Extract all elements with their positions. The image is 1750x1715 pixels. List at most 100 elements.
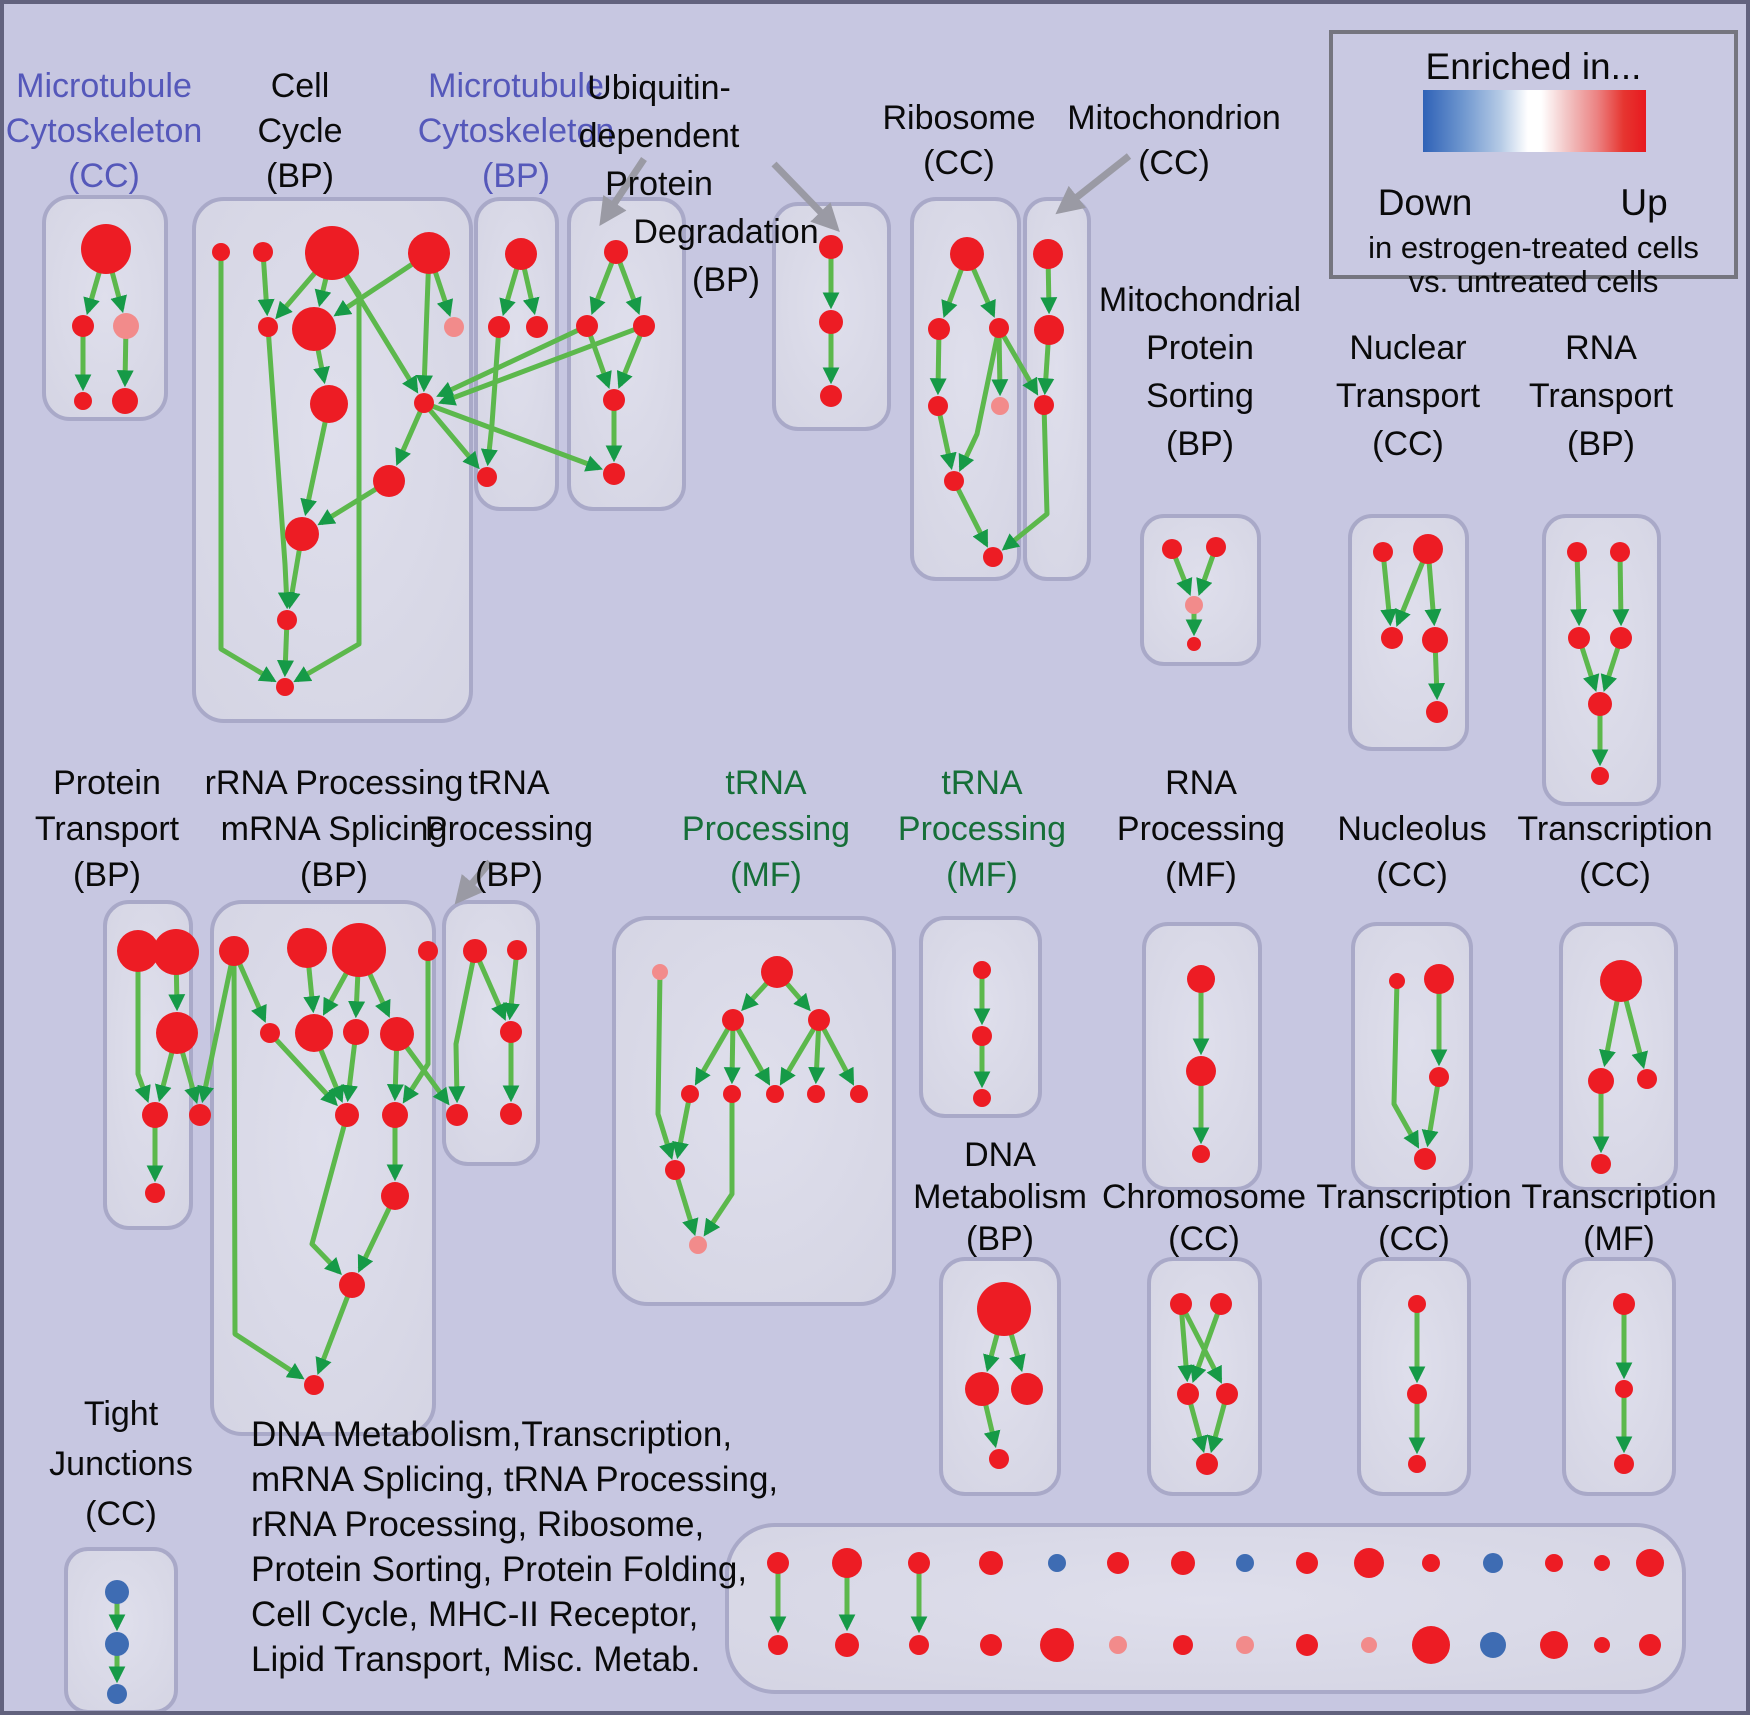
go-term-node <box>1591 1154 1611 1174</box>
go-term-node <box>373 465 405 497</box>
go-term-node <box>105 1580 129 1604</box>
go-term-node <box>928 396 948 416</box>
label-line: (BP) <box>300 856 368 894</box>
go-term-node <box>1422 1554 1440 1572</box>
misc-cluster-note: DNA Metabolism,Transcription, mRNA Splici… <box>251 1412 778 1682</box>
legend-title: Enriched in... <box>1425 46 1642 87</box>
go-term-node <box>463 939 487 963</box>
go-term-node <box>258 317 278 337</box>
go-term-node <box>117 930 159 972</box>
go-term-node <box>107 1684 127 1704</box>
relation-edge <box>422 401 480 470</box>
label-line: (CC) <box>1579 856 1651 894</box>
box-transcription-cc-mid <box>1559 922 1678 1191</box>
label-mitochondrion-cc: Mitochondrion (CC) <box>1067 96 1281 186</box>
label-line: Protein <box>1146 329 1254 367</box>
relation-edge <box>436 323 589 398</box>
label-line: tRNA <box>725 764 807 802</box>
go-term-node <box>343 1019 369 1045</box>
relation-edge <box>1391 980 1420 1149</box>
go-term-node <box>1162 539 1182 559</box>
label-line: Nuclear <box>1349 329 1467 367</box>
go-term-node <box>287 928 327 968</box>
go-term-node <box>1613 1293 1635 1315</box>
box-ribosome <box>910 197 1021 581</box>
label-line: (MF) <box>946 856 1018 894</box>
go-term-node <box>1545 1554 1563 1572</box>
box-protein-transport <box>103 900 193 1230</box>
go-term-node <box>1171 1551 1195 1575</box>
label-line: (BP) <box>966 1220 1034 1258</box>
go-term-node <box>1412 1626 1450 1664</box>
label-mitochondrial-protein-sorting-bp: Mitochondrial Protein Sorting (BP) <box>1099 276 1301 468</box>
go-term-node <box>973 1089 991 1107</box>
go-term-node <box>819 310 843 334</box>
relation-edge <box>134 951 151 1103</box>
label-line: Transcription <box>1521 1178 1717 1216</box>
go-term-node <box>989 1449 1009 1469</box>
label-line: Protein <box>53 764 161 802</box>
label-line: tRNA <box>941 764 1023 802</box>
go-term-node <box>767 1552 789 1574</box>
relation-edge <box>655 971 676 1161</box>
relation-edge <box>502 949 520 1021</box>
go-term-node <box>332 923 386 977</box>
go-term-node <box>1424 964 1454 994</box>
go-term-node <box>1615 1380 1633 1398</box>
label-rna-transport-bp: RNA Transport (BP) <box>1529 324 1673 468</box>
label-line: Chromosome <box>1101 1178 1307 1216</box>
go-term-node <box>81 224 131 274</box>
go-term-node <box>189 1104 211 1126</box>
go-term-node <box>1034 395 1054 415</box>
go-term-node <box>1591 767 1609 785</box>
go-term-node <box>1639 1634 1661 1656</box>
label-line: Junctions <box>49 1445 193 1483</box>
label-line: (BP) <box>1566 425 1635 463</box>
go-term-node <box>310 385 348 423</box>
label-line: Protein <box>605 165 713 203</box>
go-term-node <box>1210 1293 1232 1315</box>
go-term-node <box>408 232 450 274</box>
go-term-node <box>305 226 359 280</box>
go-term-node <box>260 1023 280 1043</box>
go-term-node <box>1429 1067 1449 1087</box>
label-line: tRNA <box>468 764 550 802</box>
go-term-node <box>766 1085 784 1103</box>
go-term-node <box>603 389 625 411</box>
label-trna-processing-mf-1: tRNA Processing (MF) <box>682 760 850 898</box>
go-term-node <box>1413 534 1443 564</box>
go-term-node <box>277 610 297 630</box>
go-term-node <box>1600 960 1642 1002</box>
label-line: (CC) <box>923 144 995 182</box>
relation-edge <box>1421 1076 1442 1148</box>
label-line: Nucleolus <box>1337 810 1487 848</box>
relation-edge <box>958 327 1002 472</box>
go-term-node <box>1177 1383 1199 1405</box>
go-term-node <box>1594 1637 1610 1653</box>
go-term-node <box>1033 239 1063 269</box>
label-microtubule-cytoskeleton-cc: Microtubule Cytoskeleton (CC) <box>6 64 203 199</box>
go-term-node <box>768 1635 788 1655</box>
legend: Enriched in... Down Up in estrogen-treat… <box>1329 30 1738 299</box>
relation-edge <box>257 251 275 317</box>
go-term-node <box>285 517 319 551</box>
go-term-node <box>835 1633 859 1657</box>
go-term-node <box>604 240 628 264</box>
go-term-node <box>253 242 273 262</box>
label-line: (CC) <box>68 157 140 195</box>
label-line: (BP) <box>266 157 334 195</box>
go-term-node <box>1196 1453 1218 1475</box>
label-line: Sorting <box>1146 377 1254 415</box>
label-line: Ubiquitin- <box>587 69 731 107</box>
go-term-node <box>1192 1145 1210 1163</box>
label-trna-processing-mf-2: tRNA Processing (MF) <box>898 760 1066 898</box>
label-line: Cycle <box>257 112 343 150</box>
go-term-node <box>819 235 843 259</box>
label-line: (MF) <box>730 856 802 894</box>
label-line: (CC) <box>1376 856 1448 894</box>
label-ubiquitin-label-lower: Degradation (BP) <box>633 208 818 304</box>
label-transcription-mf: Transcription (MF) <box>1521 1176 1716 1260</box>
go-term-node <box>145 1183 165 1203</box>
relation-edge <box>730 1018 771 1086</box>
go-term-node <box>722 1009 744 1031</box>
